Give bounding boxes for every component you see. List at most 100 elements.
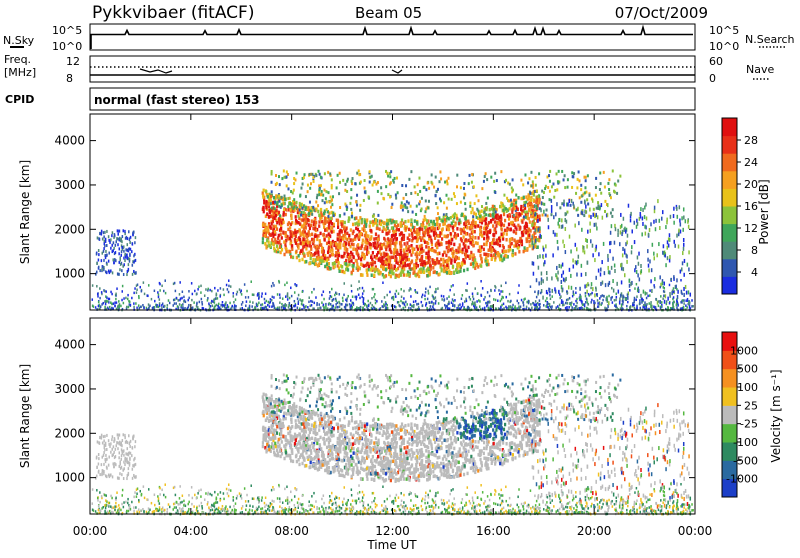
power-echo-cell bbox=[619, 175, 621, 178]
power-echo-cell bbox=[332, 305, 334, 308]
power-colorbar-tick-label: 16 bbox=[744, 200, 758, 213]
power-colorbar-swatch bbox=[722, 276, 737, 294]
power-echo-cell bbox=[332, 230, 334, 234]
power-echo-cell bbox=[299, 195, 301, 198]
power-echo-cell bbox=[403, 248, 405, 252]
power-echo-cell bbox=[119, 247, 121, 250]
power-echo-cell bbox=[563, 200, 565, 204]
power-echo-cell bbox=[454, 195, 456, 198]
power-echo-cell bbox=[139, 307, 141, 310]
power-echo-cell bbox=[115, 298, 117, 301]
power-echo-cell bbox=[381, 300, 383, 303]
power-echo-cell bbox=[110, 291, 112, 294]
power-echo-cell bbox=[267, 304, 269, 307]
power-echo-cell bbox=[481, 205, 483, 208]
power-echo-cell bbox=[646, 292, 648, 295]
power-echo-cell bbox=[464, 202, 466, 205]
power-echo-cell bbox=[136, 288, 138, 291]
power-echo-cell bbox=[342, 179, 344, 182]
power-echo-cell bbox=[681, 216, 683, 220]
power-echo-cell bbox=[573, 172, 575, 175]
power-echo-cell bbox=[660, 305, 662, 308]
power-echo-cell bbox=[334, 294, 336, 297]
power-echo-cell bbox=[485, 222, 487, 226]
power-echo-cell bbox=[557, 240, 559, 244]
power-echo-cell bbox=[297, 297, 299, 300]
power-echo-cell bbox=[506, 296, 508, 299]
power-echo-cell bbox=[620, 307, 622, 310]
power-echo-cell bbox=[604, 307, 606, 310]
power-echo-cell bbox=[647, 295, 649, 298]
power-echo-cell bbox=[307, 190, 309, 193]
power-echo-cell bbox=[103, 247, 105, 250]
power-echo-cell bbox=[498, 289, 500, 292]
power-echo-cell bbox=[581, 264, 583, 268]
power-echo-cell bbox=[463, 245, 465, 249]
power-echo-cell bbox=[688, 225, 690, 229]
power-echo-cell bbox=[315, 248, 317, 252]
power-echo-cell bbox=[98, 249, 100, 252]
power-echo-cell bbox=[576, 261, 578, 265]
power-echo-cell bbox=[622, 247, 624, 251]
power-echo-cell bbox=[492, 233, 494, 237]
power-echo-cell bbox=[318, 188, 320, 191]
power-echo-cell bbox=[532, 241, 534, 245]
power-echo-cell bbox=[609, 241, 611, 245]
power-echo-cell bbox=[541, 201, 543, 205]
velocity-echo-cell bbox=[517, 400, 519, 404]
power-echo-cell bbox=[440, 177, 442, 180]
power-echo-cell bbox=[268, 208, 270, 212]
power-echo-cell bbox=[402, 208, 404, 211]
power-echo-cell bbox=[346, 190, 348, 193]
power-echo-cell bbox=[372, 215, 374, 218]
power-echo-cell bbox=[148, 303, 150, 306]
power-echo-cell bbox=[218, 303, 220, 306]
power-echo-cell bbox=[121, 250, 123, 253]
power-echo-cell bbox=[379, 227, 381, 231]
power-echo-cell bbox=[478, 199, 480, 202]
power-echo-cell bbox=[683, 293, 685, 297]
power-echo-cell bbox=[393, 242, 395, 246]
power-echo-cell bbox=[324, 210, 326, 214]
power-echo-cell bbox=[499, 293, 501, 296]
power-echo-cell bbox=[614, 191, 616, 194]
power-echo-cell bbox=[428, 200, 430, 203]
power-echo-cell bbox=[124, 230, 126, 233]
power-echo-cell bbox=[618, 290, 620, 294]
power-echo-cell bbox=[98, 253, 100, 256]
power-echo-cell bbox=[371, 273, 373, 277]
power-echo-cell bbox=[294, 291, 296, 294]
power-echo-cell bbox=[542, 196, 544, 199]
power-echo-cell bbox=[234, 304, 236, 307]
power-echo-cell bbox=[132, 264, 134, 267]
power-echo-cell bbox=[110, 269, 112, 272]
power-echo-cell bbox=[321, 193, 323, 196]
power-echo-cell bbox=[556, 172, 558, 175]
power-echo-cell bbox=[479, 228, 481, 232]
power-echo-cell bbox=[526, 197, 528, 201]
power-echo-cell bbox=[356, 203, 358, 206]
power-echo-cell bbox=[503, 194, 505, 197]
power-echo-cell bbox=[474, 267, 476, 271]
power-echo-cell bbox=[520, 197, 522, 201]
power-echo-cell bbox=[328, 191, 330, 194]
power-echo-cell bbox=[529, 220, 531, 224]
power-echo-cell bbox=[501, 298, 503, 301]
power-echo-cell bbox=[108, 239, 110, 242]
power-echo-cell bbox=[421, 301, 423, 304]
power-echo-cell bbox=[283, 307, 285, 310]
power-echo-cell bbox=[586, 239, 588, 243]
power-echo-cell bbox=[634, 221, 636, 225]
power-echo-cell bbox=[279, 200, 281, 203]
power-echo-cell bbox=[515, 244, 517, 248]
power-echo-cell bbox=[488, 221, 490, 225]
power-echo-cell bbox=[111, 293, 113, 296]
power-echo-cell bbox=[419, 190, 421, 193]
power-echo-cell bbox=[396, 290, 398, 293]
power-echo-cell bbox=[527, 181, 529, 184]
power-echo-cell bbox=[148, 284, 150, 287]
power-echo-cell bbox=[332, 211, 334, 214]
power-echo-cell bbox=[347, 304, 349, 307]
power-echo-cell bbox=[390, 264, 392, 268]
power-echo-cell bbox=[358, 293, 360, 296]
